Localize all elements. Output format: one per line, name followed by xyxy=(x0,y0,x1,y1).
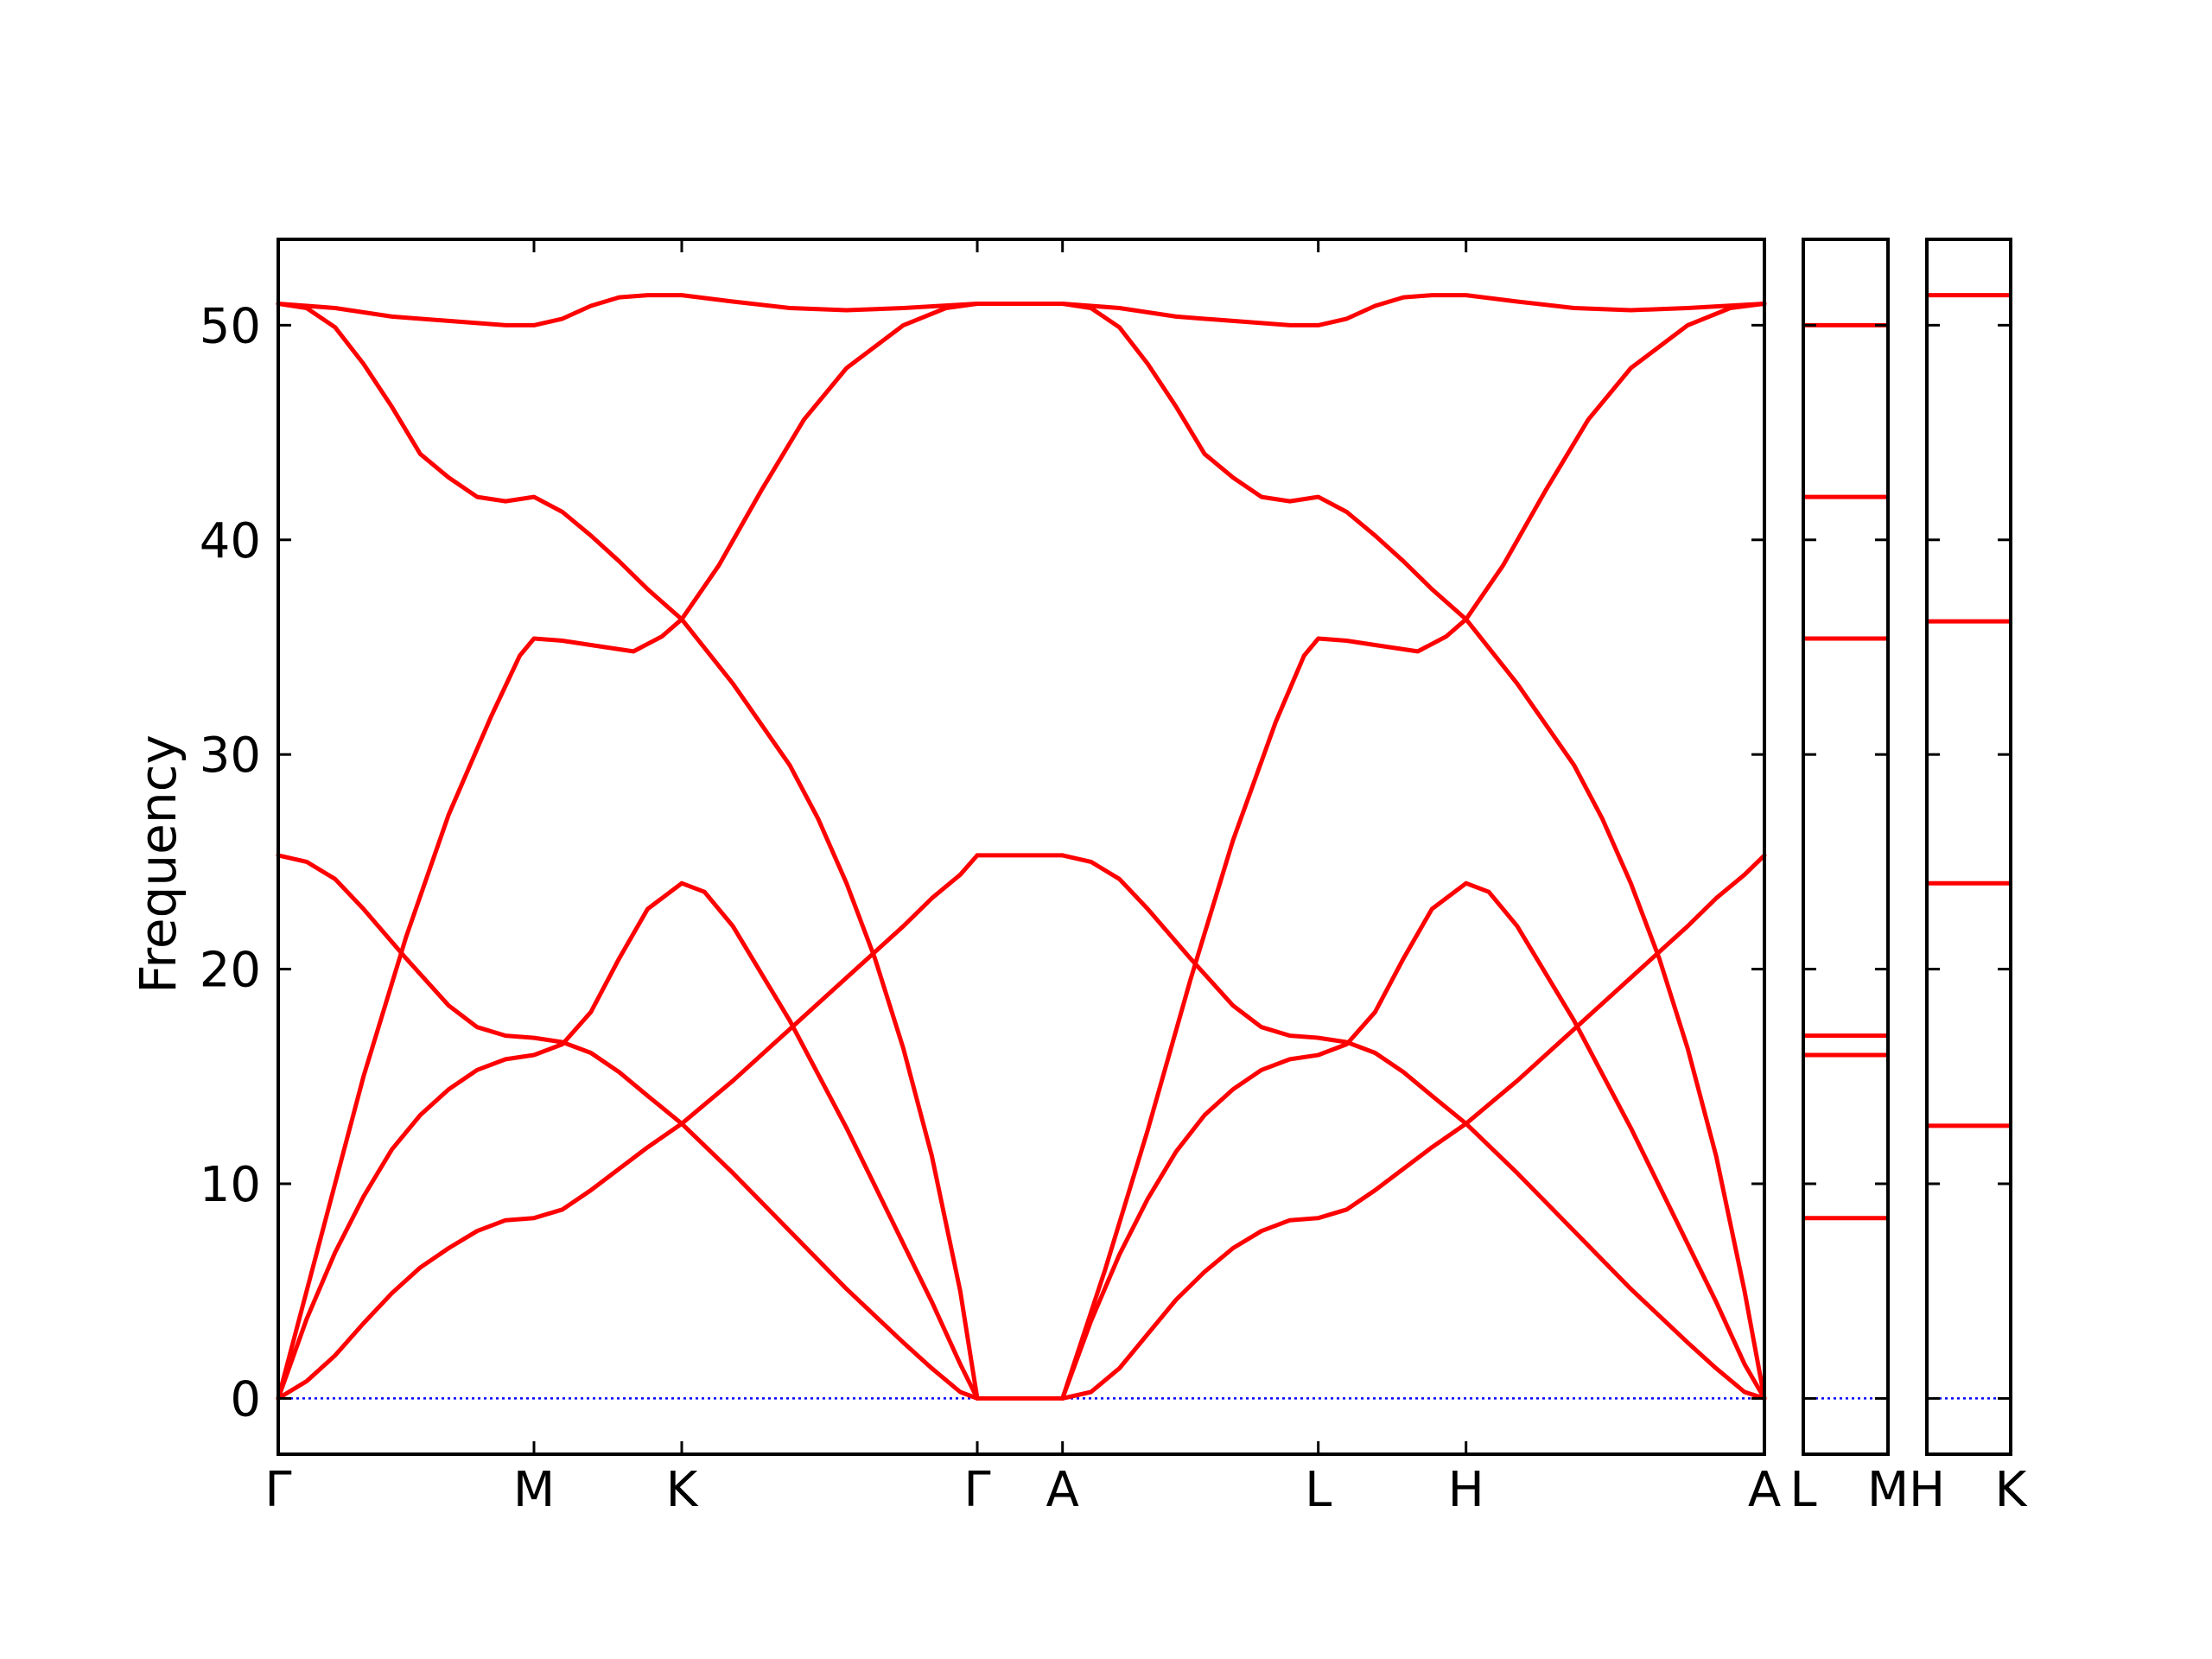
y-tick-label: 0 xyxy=(230,1371,261,1427)
y-tick-label: 30 xyxy=(200,728,261,784)
y-tick-label: 10 xyxy=(200,1157,261,1213)
band-line-3 xyxy=(276,302,980,1401)
x-tick-label: A xyxy=(1748,1462,1781,1518)
band-line-4 xyxy=(276,853,980,1401)
y-tick-label: 40 xyxy=(200,513,261,569)
x-tick-label: M xyxy=(1867,1462,1909,1518)
y-axis-label: Frequency xyxy=(129,734,188,994)
x-tick-label: L xyxy=(1305,1462,1332,1518)
x-tick-label: H xyxy=(1909,1462,1945,1518)
panel-frame xyxy=(1925,238,2012,1456)
band-line-14 xyxy=(1060,302,1767,1401)
band-line-13 xyxy=(1060,853,1767,1401)
band-line-6 xyxy=(276,293,980,327)
y-tick-label: 50 xyxy=(200,298,261,354)
panel-frame xyxy=(1802,238,1890,1456)
x-tick-label: Γ xyxy=(264,1462,291,1518)
x-tick-label: M xyxy=(513,1462,555,1518)
band-line-2 xyxy=(276,880,980,1401)
x-tick-label: A xyxy=(1046,1462,1079,1518)
band-line-5 xyxy=(276,302,980,1401)
band-line-10 xyxy=(1060,853,1767,1401)
x-tick-label: Γ xyxy=(963,1462,990,1518)
band-line-12 xyxy=(1060,302,1767,1401)
band-line-15 xyxy=(1060,293,1767,327)
x-tick-label: K xyxy=(1995,1462,2028,1518)
band-line-1 xyxy=(276,853,980,1401)
x-tick-label: H xyxy=(1448,1462,1484,1518)
band-line-11 xyxy=(1060,880,1767,1401)
y-tick-label: 20 xyxy=(200,943,261,999)
x-tick-label: L xyxy=(1789,1462,1816,1518)
panel-frame xyxy=(276,238,1766,1456)
x-tick-label: K xyxy=(666,1462,699,1518)
